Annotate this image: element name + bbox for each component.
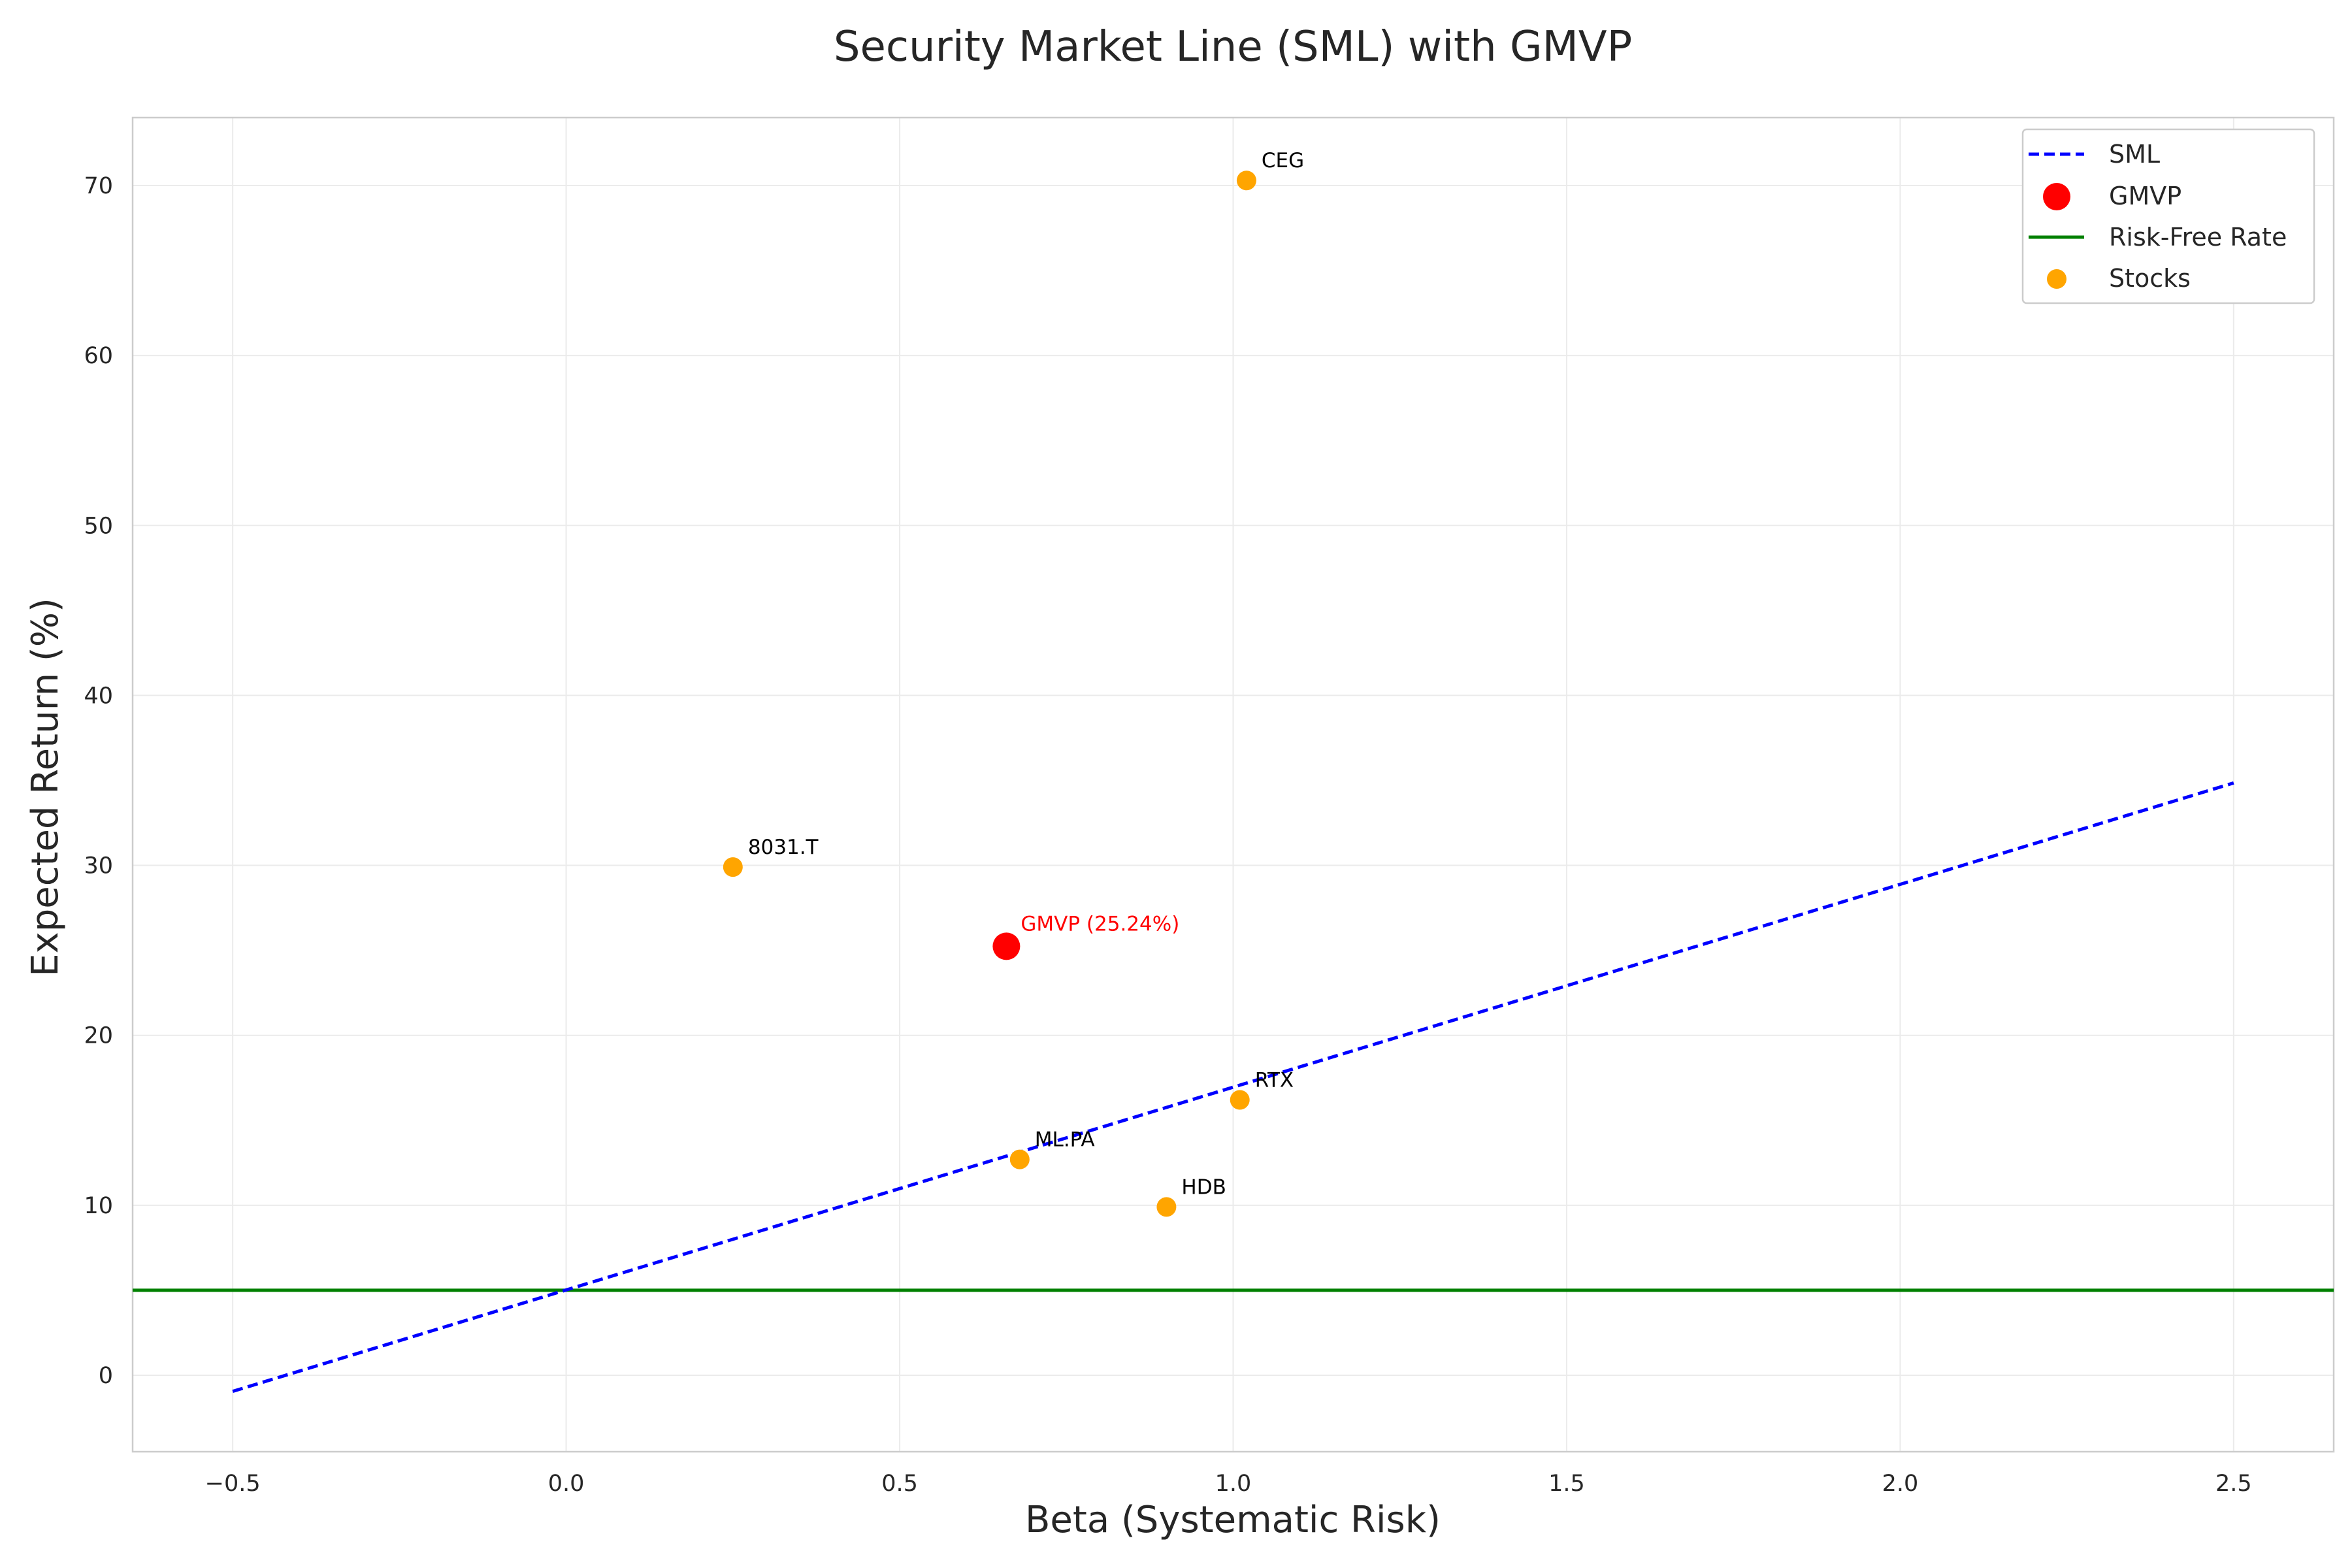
x-tick-label: 0.0 — [548, 1471, 585, 1497]
x-tick-label: −0.5 — [205, 1471, 261, 1497]
legend-sml-label: SML — [2109, 140, 2160, 169]
y-tick-label: 70 — [84, 173, 113, 199]
legend-gmvp-swatch — [2043, 183, 2070, 210]
gmvp-point — [992, 932, 1021, 960]
stock-label: ML.PA — [1035, 1128, 1095, 1152]
y-tick-label: 0 — [99, 1363, 113, 1389]
y-tick-label: 60 — [84, 343, 113, 369]
stock-label: RTX — [1255, 1069, 1294, 1092]
x-tick-label: 2.0 — [1882, 1471, 1919, 1497]
x-tick-label: 2.5 — [2215, 1471, 2252, 1497]
stock-label: CEG — [1262, 149, 1304, 172]
legend-stocks-swatch — [2047, 269, 2066, 289]
legend: SML GMVP Risk-Free Rate Stocks — [2021, 128, 2315, 304]
stock-label: 8031.T — [748, 836, 819, 859]
x-tick-label: 1.5 — [1548, 1471, 1585, 1497]
stock-point — [1230, 1090, 1250, 1110]
series-layer: CEG 8031.T RTX ML.PA HDB GMVP (25.24%) — [133, 149, 2334, 1394]
y-axis-title: Expected Return (%) — [24, 598, 67, 977]
legend-box — [2021, 128, 2315, 304]
y-tick-label: 30 — [84, 853, 113, 879]
x-tick-label: 0.5 — [881, 1471, 918, 1497]
plot-area-frame — [131, 116, 2335, 1453]
legend-stocks-label: Stocks — [2109, 264, 2191, 293]
gmvp-label: GMVP (25.24%) — [1021, 912, 1179, 936]
legend-riskfree-label: Risk-Free Rate — [2109, 223, 2287, 252]
stock-point — [1236, 171, 1256, 191]
stock-label: HDB — [1181, 1175, 1226, 1199]
stock-point — [1156, 1197, 1177, 1217]
legend-gmvp-label: GMVP — [2109, 182, 2181, 210]
stock-point — [1009, 1149, 1030, 1169]
y-tick-label: 40 — [84, 683, 113, 709]
y-tick-label: 10 — [84, 1193, 113, 1219]
chart-title: Security Market Line (SML) with GMVP — [834, 23, 1632, 71]
tick-labels: −0.5 0.0 0.5 1.0 1.5 2.0 2.5 0 10 20 30 40 50 60 70 — [84, 173, 2251, 1497]
sml-line — [232, 781, 2234, 1394]
grid-lines — [133, 118, 2334, 1452]
x-axis-title: Beta (Systematic Risk) — [1025, 1499, 1441, 1541]
y-tick-label: 50 — [84, 513, 113, 539]
x-tick-label: 1.0 — [1215, 1471, 1252, 1497]
stock-point — [723, 857, 743, 877]
y-tick-label: 20 — [84, 1023, 113, 1049]
